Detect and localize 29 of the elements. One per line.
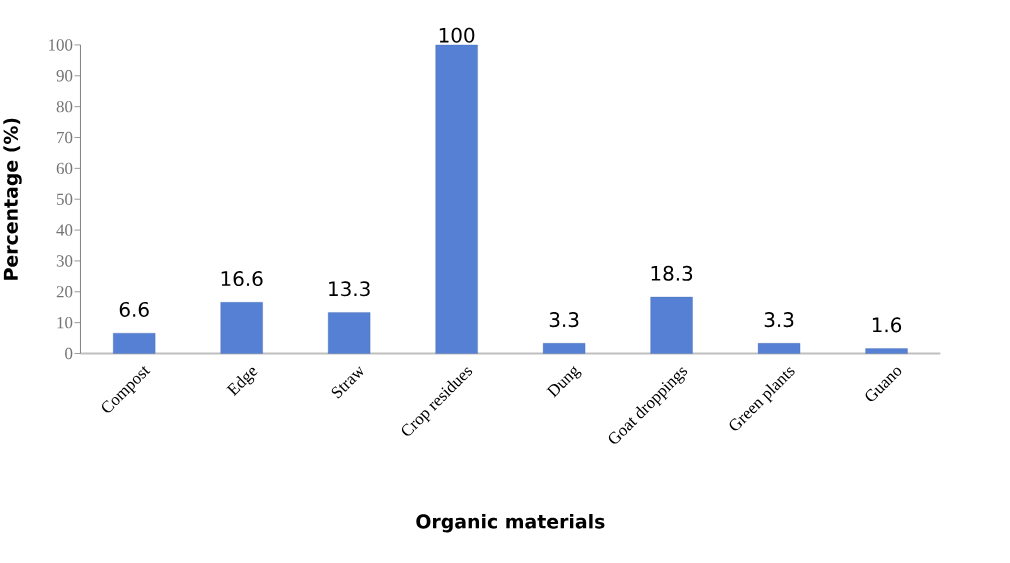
data-label: 1.6 xyxy=(872,317,902,333)
data-label: 6.6 xyxy=(119,301,149,317)
x-axis-title: Organic materials xyxy=(416,513,605,533)
bar xyxy=(328,312,371,354)
data-label: 3.3 xyxy=(549,311,579,328)
data-label: 18.3 xyxy=(651,265,693,281)
data-label: 100 xyxy=(439,27,475,43)
bar xyxy=(113,332,156,354)
y-tick-label: 60 xyxy=(56,162,73,174)
y-tick-label: 30 xyxy=(56,255,73,267)
bar xyxy=(542,343,586,354)
bar xyxy=(757,343,801,354)
y-tick-label: 10 xyxy=(57,316,73,329)
y-axis-title: Percentage (%) xyxy=(3,118,22,280)
bar xyxy=(435,44,478,354)
data-label: 16.6 xyxy=(221,270,263,286)
data-label: 13.3 xyxy=(329,281,370,297)
y-tick-label: 70 xyxy=(57,131,73,144)
bar xyxy=(865,348,908,354)
y-tick-label: 0 xyxy=(65,347,73,360)
data-label: 3.3 xyxy=(764,311,794,328)
bar xyxy=(650,296,693,354)
y-tick-label: 40 xyxy=(56,224,73,236)
bar xyxy=(220,302,263,354)
y-tick-label: 90 xyxy=(56,69,73,82)
y-tick-label: 50 xyxy=(57,193,73,205)
y-tick-label: 20 xyxy=(56,285,73,298)
y-tick-label: 80 xyxy=(56,100,73,113)
y-tick-label: 100 xyxy=(49,39,73,51)
